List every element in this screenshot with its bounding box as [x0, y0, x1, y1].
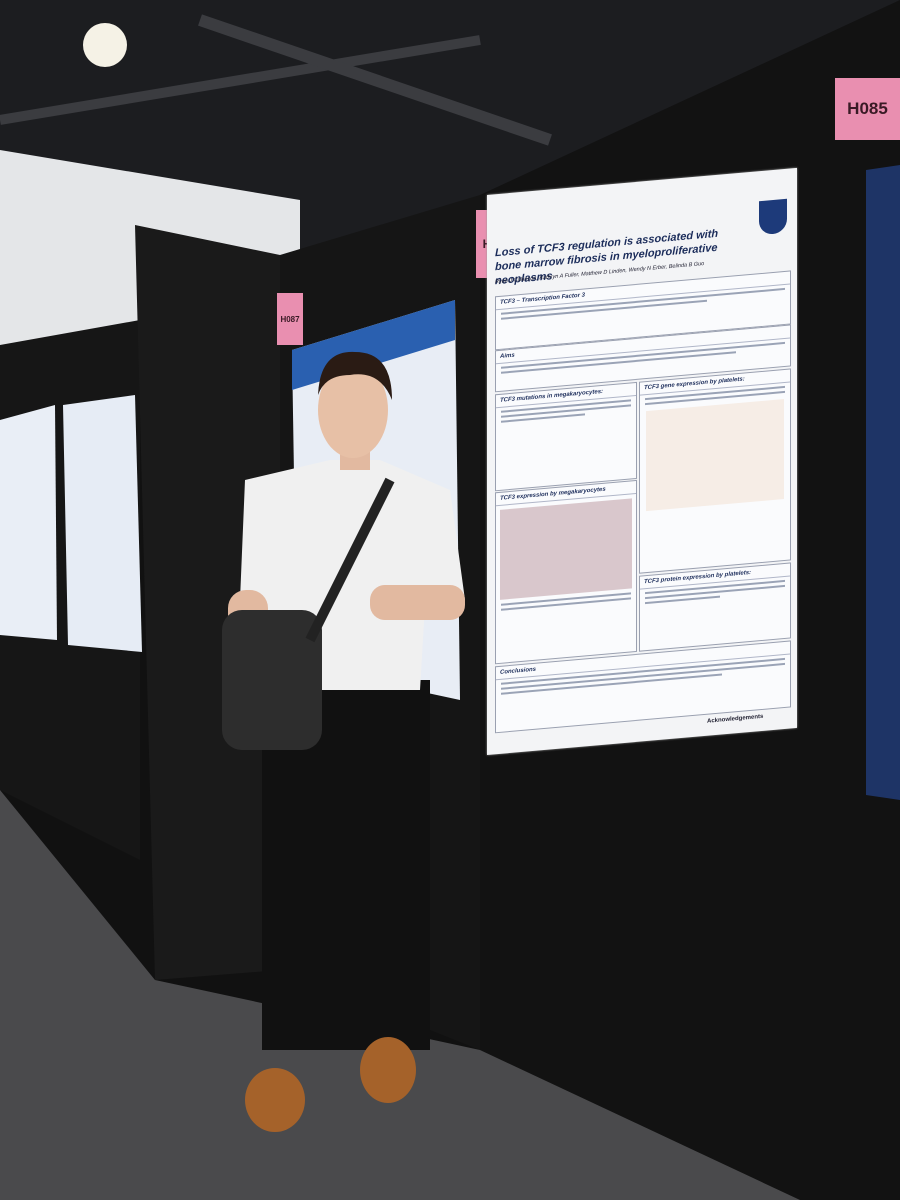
- section: TCF3 mutations in megakaryocytes:: [495, 381, 637, 492]
- hair: [318, 351, 392, 400]
- crest: [759, 198, 787, 236]
- poster-far: [63, 395, 142, 652]
- board-label: H085: [835, 78, 900, 140]
- arm: [370, 585, 465, 620]
- poster-far: [0, 405, 57, 640]
- poster-h085: [866, 165, 900, 800]
- beam: [0, 35, 481, 125]
- poster: Loss of TCF3 regulation is associated wi…: [487, 167, 797, 755]
- bag: [222, 610, 322, 750]
- board-label: H087: [277, 293, 303, 345]
- section: TCF3 protein expression by platelets:: [639, 562, 791, 652]
- shoe: [360, 1037, 416, 1103]
- bag-strap: [305, 477, 395, 643]
- text-line: [646, 399, 784, 512]
- beam: [198, 14, 552, 146]
- floor: [0, 790, 800, 1200]
- section: TCF3 gene expression by platelets:: [639, 368, 791, 574]
- ceiling-light: [83, 23, 127, 67]
- section: TCF3 expression by megakaryocytes: [495, 479, 637, 665]
- acknowledgements: Acknowledgements: [707, 713, 764, 725]
- board-middle: [135, 225, 280, 980]
- face: [318, 362, 388, 458]
- shoe: [245, 1068, 305, 1132]
- text-line: [500, 498, 632, 600]
